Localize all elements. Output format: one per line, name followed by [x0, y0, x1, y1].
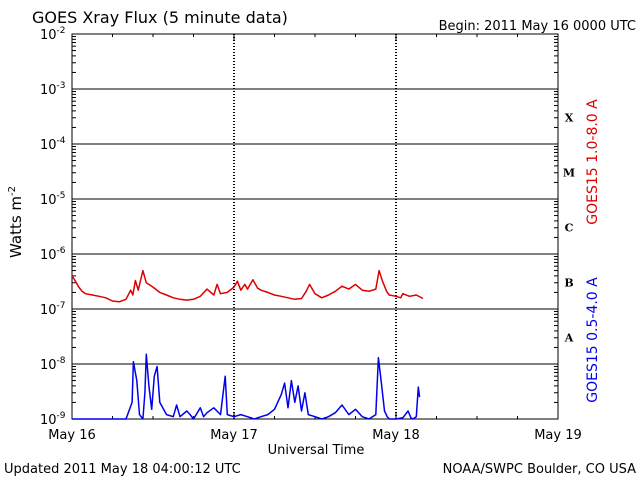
- y-tick-exponent: -7: [57, 301, 66, 311]
- x-axis-ticks: May 16 May 17 May 18 May 19: [48, 34, 582, 443]
- x-axis-label: Universal Time: [268, 443, 365, 458]
- x-tick-label: May 16: [48, 428, 96, 443]
- y-tick-label: 10-4: [40, 136, 66, 153]
- y-tick-label: 10-6: [40, 246, 66, 263]
- flare-class-labels: X M C B A: [563, 112, 575, 345]
- y-tick-exponent: -9: [57, 411, 66, 421]
- y-tick-label: 10-7: [40, 301, 66, 318]
- flare-class-label: A: [564, 332, 574, 345]
- footer-credit: NOAA/SWPC Boulder, CO USA: [443, 462, 636, 477]
- series-lines: [71, 269, 424, 420]
- y-tick-base: 10: [40, 28, 57, 43]
- y-axis-label-text: Watts m: [7, 196, 25, 258]
- y-tick-base: 10: [40, 413, 57, 428]
- flare-class-label: B: [564, 277, 573, 290]
- y-tick-label: 10-5: [40, 191, 66, 208]
- y-tick-base: 10: [40, 138, 57, 153]
- y-tick-exponent: -3: [57, 81, 66, 91]
- flare-class-label: M: [563, 167, 575, 180]
- svg-text:Watts m-2: Watts m-2: [7, 186, 25, 258]
- y-tick-label: 10-8: [40, 356, 66, 373]
- y-axis-ticks: 10-910-810-710-610-510-410-310-2: [40, 26, 558, 428]
- y-axis-label-superscript: -2: [7, 186, 18, 196]
- x-tick-label: May 17: [210, 428, 258, 443]
- y-tick-exponent: -6: [57, 246, 66, 256]
- y-tick-label: 10-2: [40, 26, 66, 43]
- y-tick-exponent: -2: [57, 26, 66, 36]
- grid: [72, 34, 558, 419]
- y-tick-label: 10-9: [40, 411, 66, 428]
- legend-series-long: GOES15 1.0-8.0 A: [585, 99, 601, 225]
- y-axis-label: Watts m-2: [7, 186, 25, 258]
- series-line-long-wavelength: [71, 269, 424, 303]
- chart-title: GOES Xray Flux (5 minute data): [32, 8, 288, 27]
- begin-label: Begin: 2011 May 16 0000 UTC: [439, 19, 636, 34]
- y-tick-base: 10: [40, 83, 57, 98]
- x-tick-label: May 18: [372, 428, 420, 443]
- legend-series-short: GOES15 0.5-4.0 A: [585, 277, 601, 403]
- y-tick-exponent: -4: [57, 136, 66, 146]
- flare-class-label: X: [565, 112, 574, 125]
- y-tick-label: 10-3: [40, 81, 66, 98]
- y-tick-base: 10: [40, 193, 57, 208]
- plot-frame: [71, 33, 559, 420]
- y-tick-exponent: -8: [57, 356, 66, 366]
- series-line-short-wavelength: [72, 353, 421, 420]
- y-tick-base: 10: [40, 358, 57, 373]
- x-tick-label: May 19: [534, 428, 582, 443]
- footer-updated: Updated 2011 May 18 04:00:12 UTC: [4, 462, 241, 477]
- flare-class-label: C: [565, 222, 574, 235]
- y-tick-base: 10: [40, 303, 57, 318]
- y-tick-base: 10: [40, 248, 57, 263]
- y-tick-exponent: -5: [57, 191, 66, 201]
